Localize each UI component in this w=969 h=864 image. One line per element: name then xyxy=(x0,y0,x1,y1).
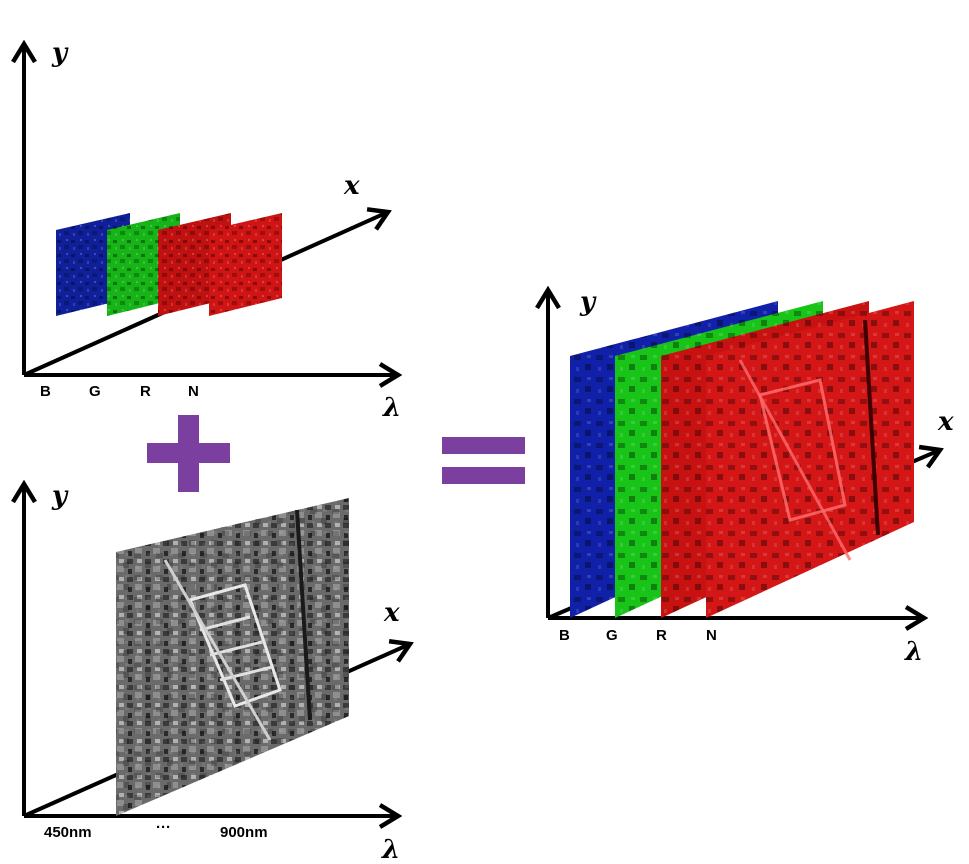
fused-x-label: x xyxy=(937,407,954,437)
fused-band-planes xyxy=(570,301,914,618)
ms-band-label-r: R xyxy=(140,383,151,400)
ms-x-label: x xyxy=(343,171,360,201)
pan-x-label: x xyxy=(383,598,400,628)
plus-operator xyxy=(147,415,230,492)
pan-range-end: 900nm xyxy=(220,824,268,841)
pan-y-label: y xyxy=(51,481,69,511)
ms-plane-nir-texture xyxy=(209,213,282,316)
ms-band-label-b: B xyxy=(40,383,51,400)
ms-band-planes xyxy=(56,213,282,316)
ms-band-label-g: G xyxy=(89,383,101,400)
panchromatic-image: y x λ 450nm ··· 900nm xyxy=(24,481,410,864)
fused-band-label-n: N xyxy=(706,627,717,644)
ms-y-label: y xyxy=(51,38,69,68)
fused-band-label-r: R xyxy=(656,627,667,644)
fused-y-label: y xyxy=(579,287,597,317)
pan-lambda-label: λ xyxy=(381,835,400,864)
equals-operator xyxy=(442,437,525,484)
fused-band-label-g: G xyxy=(606,627,618,644)
multispectral-cube: y x λ B G R N xyxy=(24,38,401,423)
pan-range-dots: ··· xyxy=(156,819,171,836)
fused-band-label-b: B xyxy=(559,627,570,644)
ms-band-label-n: N xyxy=(188,383,199,400)
pan-range-start: 450nm xyxy=(44,824,92,841)
fused-cube: y x λ B G R N xyxy=(548,287,954,667)
ms-lambda-label: λ xyxy=(382,393,401,423)
fused-plane-nir-texture xyxy=(706,301,914,618)
pan-image-plane xyxy=(116,498,349,816)
fused-lambda-label: λ xyxy=(904,637,923,667)
